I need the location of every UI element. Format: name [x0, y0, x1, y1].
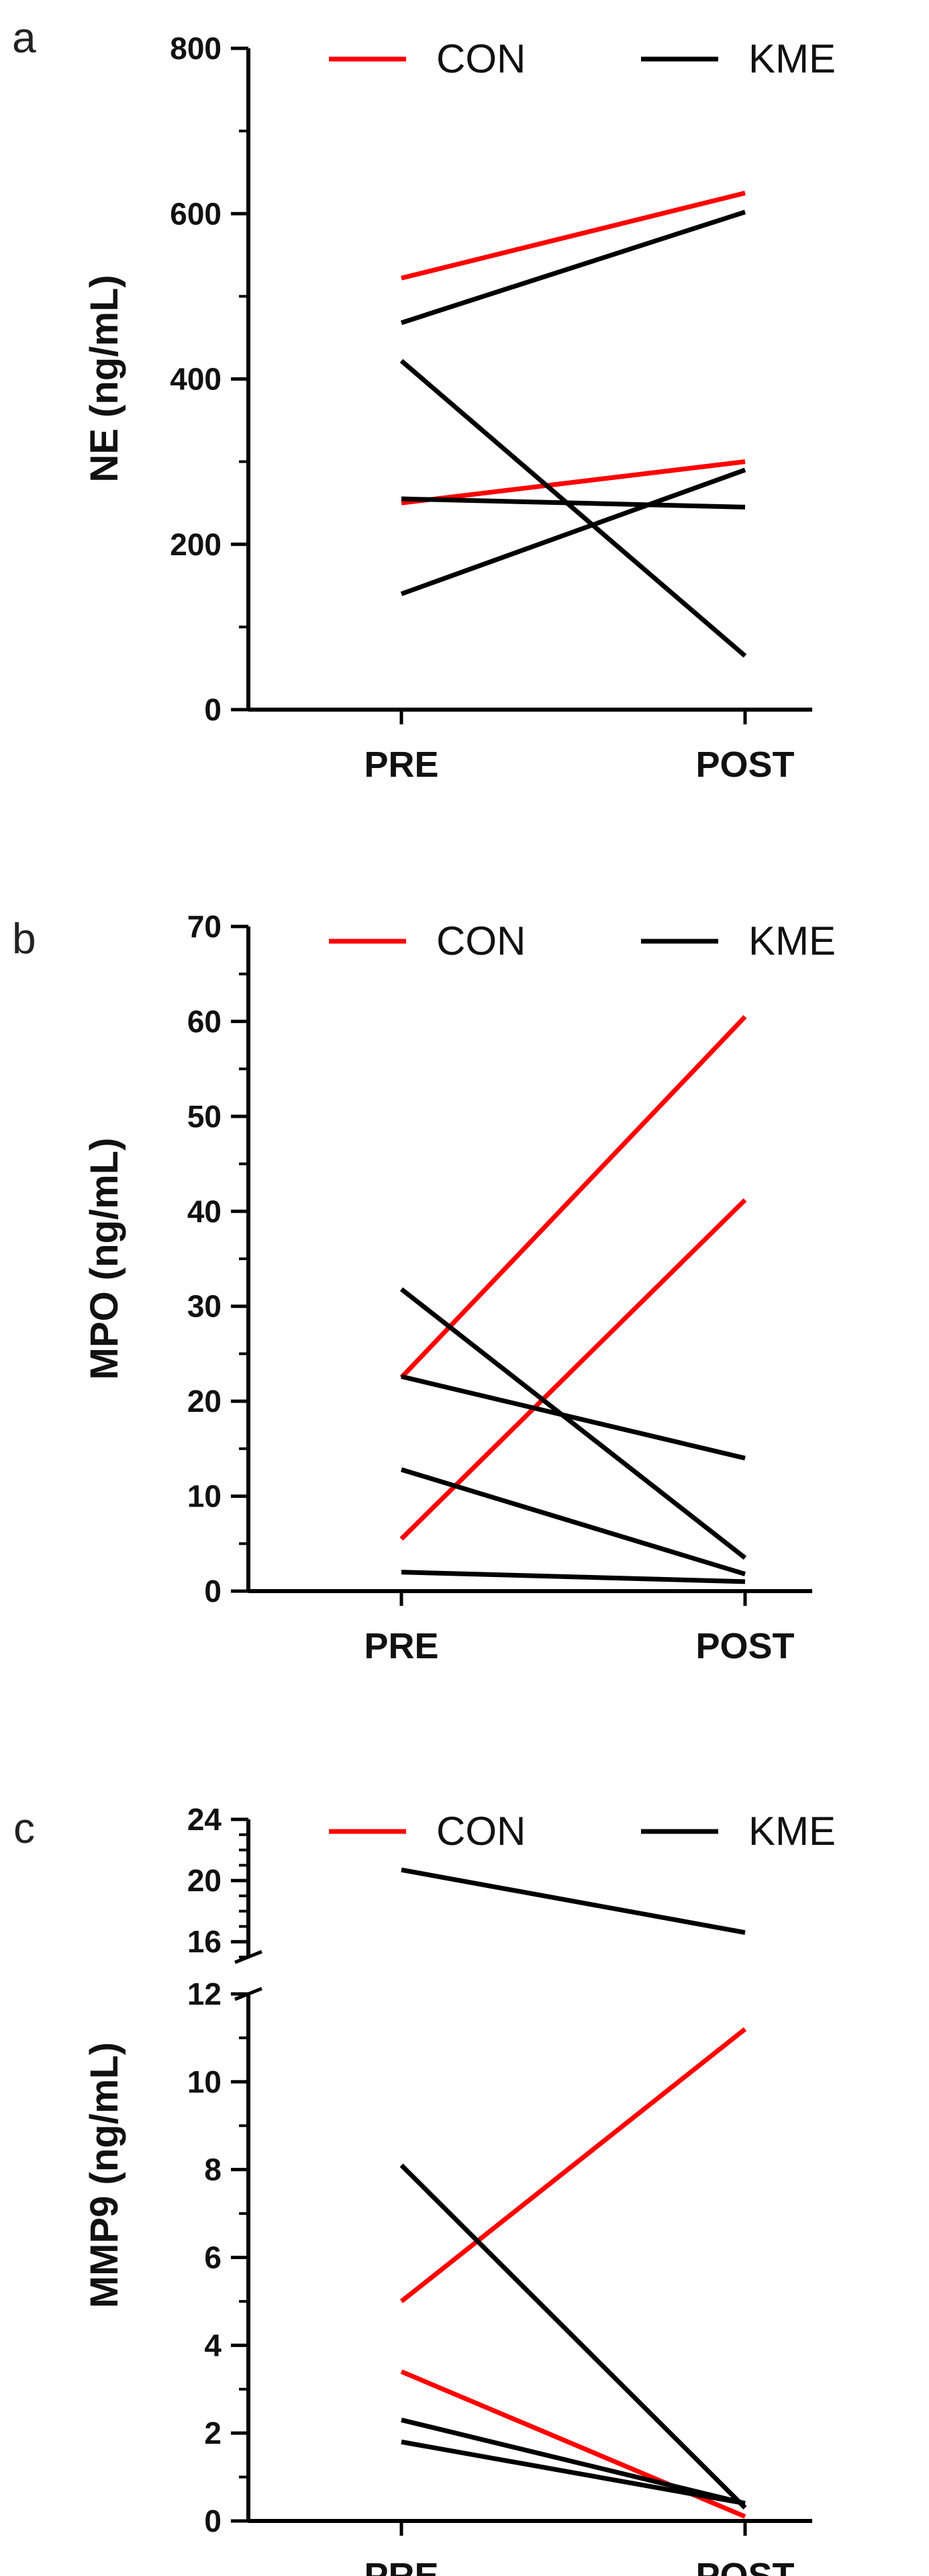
legend-label: CON	[436, 1809, 526, 1854]
series-line-kme	[400, 467, 746, 596]
series-line-kme	[401, 2439, 746, 2506]
y-tick-label: 2	[204, 2416, 222, 2450]
series-line-con	[401, 459, 746, 506]
chart-panel-a: a 0 200 400 600 800 PRE POST NE (ng/mL) CON KME	[12, 13, 836, 785]
x-tick-label: PRE	[364, 1626, 438, 1666]
y-tick-label: 20	[187, 1863, 222, 1898]
y-tick-label: 0	[204, 2503, 222, 2538]
y-axis-title: MPO (ng/mL)	[83, 1138, 126, 1380]
x-tick-label: PRE	[364, 2556, 438, 2576]
y-tick-label: 10	[187, 1479, 222, 1514]
panel-letter: a	[12, 13, 36, 62]
y-tick-label: 0	[204, 1574, 222, 1609]
y-tick-label: 10	[187, 2064, 222, 2099]
series-line-kme	[399, 359, 747, 658]
series-line-kme	[401, 2418, 746, 2506]
series-line-kme	[401, 496, 746, 510]
series-line-con	[399, 2027, 747, 2303]
axis-break-mark	[234, 1987, 262, 2001]
legend: CON KME	[329, 1809, 836, 1854]
y-tick-label: 12	[187, 1976, 222, 2011]
y-tick-label: 200	[170, 527, 222, 562]
legend-label: KME	[748, 36, 836, 81]
y-tick-label: 16	[187, 1924, 222, 1959]
x-tick-label: POST	[695, 745, 794, 785]
axis-break-mark	[234, 1950, 262, 1964]
y-tick-label: 0	[204, 692, 222, 727]
series-line-con	[399, 1198, 747, 1541]
x-tick-label: POST	[695, 2556, 794, 2576]
x-tick-label: PRE	[364, 745, 438, 785]
series-line-kme	[401, 1570, 746, 1584]
y-tick-label: 50	[187, 1099, 222, 1134]
y-tick-label: 600	[170, 196, 222, 231]
y-tick-label: 400	[170, 362, 222, 397]
chart-panel-b: b 0 10 20 30 40 50 60 70 PRE POST MPO (ng/mL) CON KME	[12, 909, 836, 1666]
legend: CON KME	[329, 918, 836, 963]
legend: CON KME	[329, 36, 836, 81]
y-tick-label: 4	[204, 2328, 222, 2363]
legend-label: CON	[436, 918, 526, 963]
series-line-kme	[399, 2163, 747, 2510]
y-tick-label: 6	[204, 2240, 222, 2275]
series-line-kme	[401, 1374, 746, 1461]
panel-letter: c	[13, 1804, 35, 1852]
legend-label: CON	[436, 36, 526, 81]
y-tick-label: 30	[187, 1289, 222, 1324]
y-axis-title: NE (ng/mL)	[83, 275, 126, 482]
series-line-con	[401, 191, 746, 281]
x-tick-label: POST	[695, 1626, 794, 1666]
legend-label: KME	[748, 1809, 836, 1854]
y-tick-label: 8	[204, 2152, 222, 2187]
y-axis-title: MMP9 (ng/mL)	[83, 2042, 126, 2308]
panel-letter: b	[12, 914, 36, 963]
series-line-kme	[399, 1287, 747, 1560]
y-tick-label: 800	[170, 31, 222, 66]
y-tick-label: 20	[187, 1384, 222, 1419]
series-line-kme	[401, 1867, 746, 1935]
y-tick-label: 60	[187, 1004, 222, 1039]
y-tick-label: 40	[187, 1194, 222, 1229]
y-tick-label: 70	[187, 909, 222, 944]
series-line-con	[399, 1014, 747, 1380]
series-line-kme	[400, 1467, 746, 1576]
legend-label: KME	[748, 918, 836, 963]
series-line-kme	[400, 209, 746, 326]
y-tick-label: 24	[187, 1802, 222, 1837]
